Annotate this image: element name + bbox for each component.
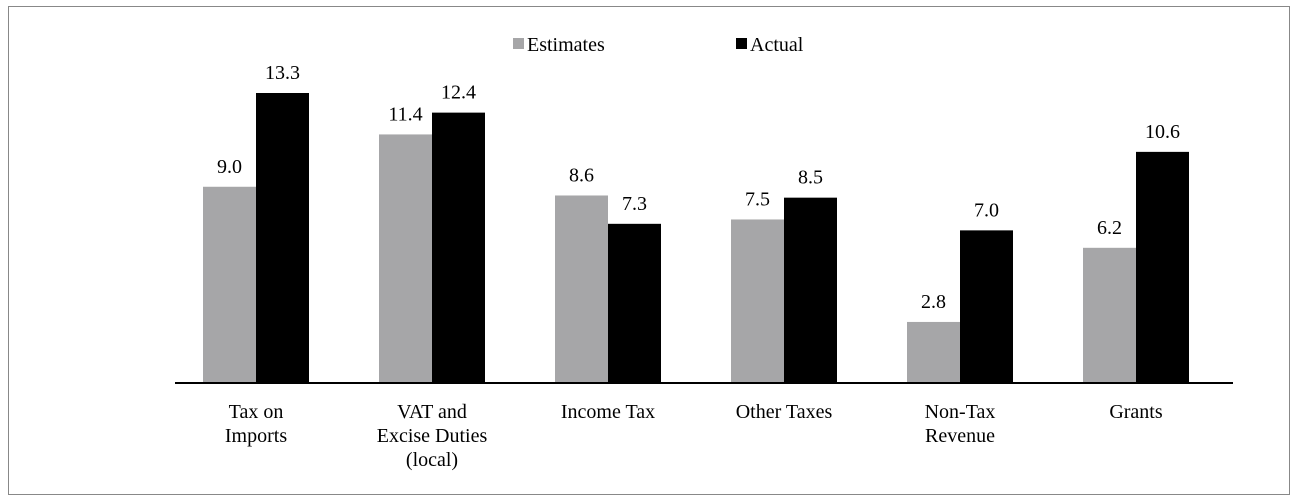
legend-label: Estimates: [527, 34, 605, 56]
value-label: 13.3: [265, 62, 300, 84]
value-label: 8.6: [569, 164, 594, 186]
value-label: 12.4: [441, 82, 476, 104]
bar: [1136, 151, 1189, 383]
value-label: 11.4: [388, 103, 422, 125]
bar: [907, 321, 960, 383]
x-tick-label: Other Taxes: [736, 401, 833, 423]
x-tick-label: Non-Tax Revenue: [925, 401, 996, 447]
x-tick-label: Grants: [1109, 401, 1163, 423]
x-tick-label: VAT and Excise Duties (local): [377, 401, 488, 471]
value-label: 7.0: [974, 199, 999, 221]
frame: [8, 6, 1290, 495]
bar: [784, 197, 837, 383]
bar: [203, 186, 256, 383]
legend-swatch: [513, 38, 524, 49]
bar: [731, 219, 784, 383]
value-label: 2.8: [921, 291, 946, 313]
value-label: 6.2: [1097, 217, 1122, 239]
bar: [379, 134, 432, 383]
value-label: 7.3: [622, 193, 647, 215]
value-label: 8.5: [798, 167, 823, 189]
bar: [1083, 247, 1136, 383]
bar: [608, 223, 661, 383]
bar: [555, 195, 608, 383]
bar: [960, 230, 1013, 383]
value-label: 7.5: [745, 188, 770, 210]
value-label: 10.6: [1145, 121, 1180, 143]
legend-label: Actual: [750, 34, 804, 56]
bar: [432, 112, 485, 384]
legend-swatch: [736, 38, 747, 49]
bar: [256, 93, 309, 383]
x-tick-label: Tax on Imports: [225, 401, 287, 447]
value-label: 9.0: [217, 156, 242, 178]
x-tick-label: Income Tax: [561, 401, 655, 423]
